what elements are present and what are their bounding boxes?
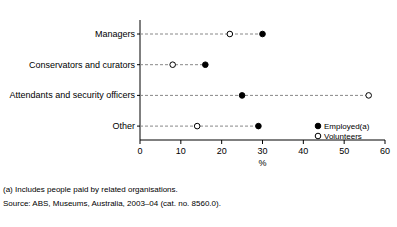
chart: 0 10 20 30 40 50 60% Managers Conservators and c…: [0, 0, 397, 227]
x-tick-label: 10: [176, 146, 186, 156]
x-tick: [221, 140, 222, 144]
legend-label: Employed(a): [324, 122, 370, 131]
x-tick-label: 20: [217, 146, 227, 156]
dot: [203, 62, 209, 68]
footnote: (a) Includes people paid by related orga…: [3, 185, 178, 194]
source: Source: ABS, Museums, Australia, 2003–04…: [3, 199, 221, 208]
category-label: Conservators and curators: [29, 60, 136, 70]
x-tick-label: 40: [298, 146, 308, 156]
x-axis-label: %: [258, 158, 266, 168]
leader-line: [140, 34, 263, 35]
x-tick: [385, 140, 386, 144]
y-tick: [137, 95, 140, 96]
plot-marks: [140, 31, 371, 129]
legend-marker: [315, 123, 321, 129]
x-tick: [262, 140, 263, 144]
x-tick-label: 50: [339, 146, 349, 156]
x-tick: [303, 140, 304, 144]
dot: [260, 31, 266, 37]
dot: [194, 123, 200, 129]
dot: [227, 31, 233, 37]
y-axis: [140, 20, 141, 140]
dot: [170, 62, 176, 68]
leader-line: [140, 95, 369, 96]
y-tick: [137, 34, 140, 35]
legend-marker: [315, 133, 321, 139]
y-tick: [137, 126, 140, 127]
y-tick: [137, 64, 140, 65]
dot: [366, 93, 372, 99]
x-tick-label: 60: [380, 146, 390, 156]
dot: [239, 93, 245, 99]
x-tick: [140, 140, 141, 144]
dot: [256, 123, 262, 129]
x-tick-label: 0: [137, 146, 142, 156]
category-label: Attendants and security officers: [10, 90, 136, 100]
x-tick: [180, 140, 181, 144]
x-tick-label: 30: [257, 146, 267, 156]
legend-label: Volunteers: [324, 132, 362, 141]
category-label: Other: [112, 121, 135, 131]
category-label: Managers: [95, 29, 136, 39]
